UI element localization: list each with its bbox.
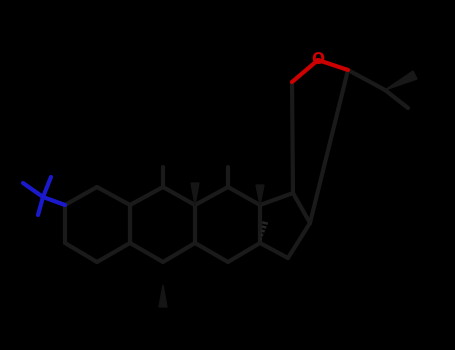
Polygon shape xyxy=(256,185,264,205)
Text: O: O xyxy=(312,52,324,68)
Polygon shape xyxy=(159,285,167,307)
Polygon shape xyxy=(385,71,417,90)
Polygon shape xyxy=(191,183,199,205)
